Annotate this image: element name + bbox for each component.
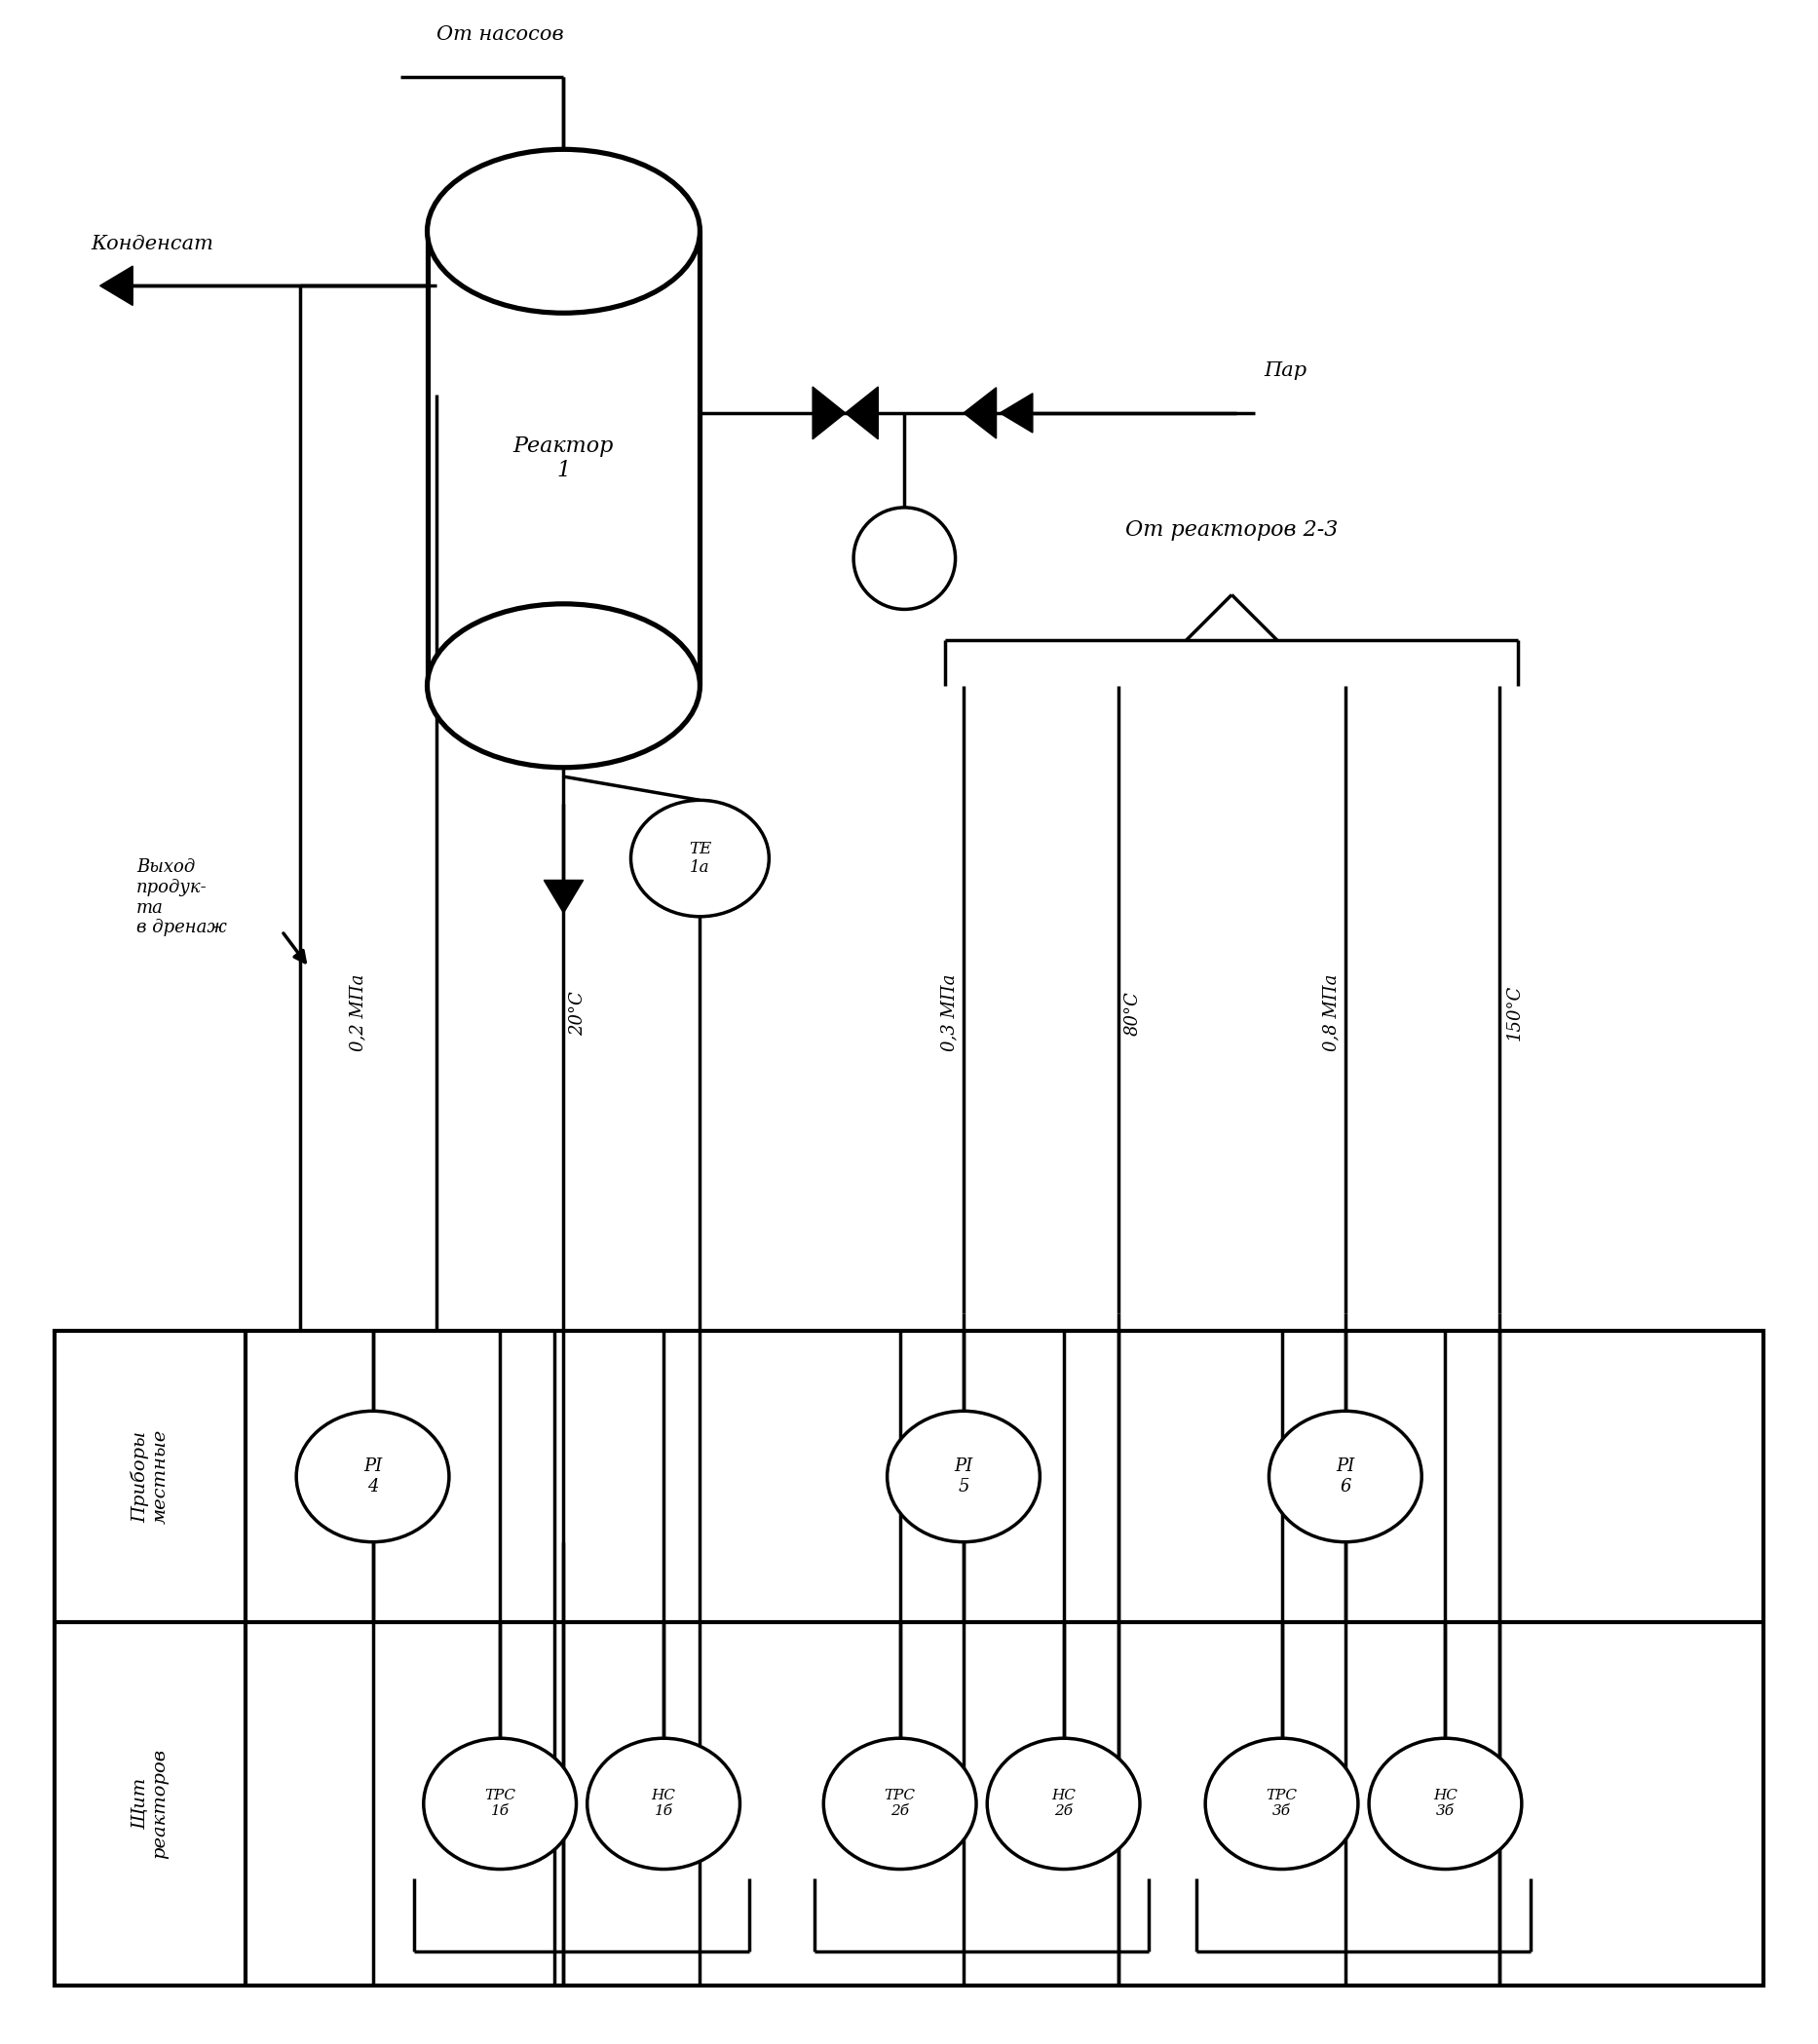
Polygon shape [845, 386, 878, 439]
Polygon shape [813, 386, 845, 439]
Text: 80°С: 80°С [1124, 991, 1142, 1034]
Text: ТРС
2б: ТРС 2б [884, 1788, 916, 1819]
Polygon shape [427, 231, 700, 685]
Text: ТРС
3б: ТРС 3б [1265, 1788, 1298, 1819]
Circle shape [854, 507, 956, 609]
Text: 0,3 МПа: 0,3 МПа [940, 975, 958, 1051]
Text: 20°С: 20°С [569, 991, 587, 1034]
Ellipse shape [427, 603, 700, 766]
Ellipse shape [1369, 1737, 1522, 1868]
Ellipse shape [427, 149, 700, 313]
Ellipse shape [424, 1737, 576, 1868]
Text: Выход
продук-
та
в дренаж: Выход продук- та в дренаж [136, 858, 227, 936]
Text: Щит
реакторов: Щит реакторов [131, 1748, 169, 1858]
Polygon shape [1000, 392, 1033, 433]
Text: Пар: Пар [1264, 362, 1307, 380]
Text: ТЕ
1а: ТЕ 1а [689, 840, 711, 877]
Text: Конденсат: Конденсат [91, 235, 213, 253]
Ellipse shape [887, 1410, 1040, 1541]
Text: PI
4: PI 4 [364, 1457, 382, 1496]
Text: 0,8 МПа: 0,8 МПа [1322, 975, 1340, 1051]
Text: НС
3б: НС 3б [1433, 1788, 1458, 1819]
Text: 150°С: 150°С [1505, 985, 1523, 1040]
Text: PI
5: PI 5 [954, 1457, 973, 1496]
Ellipse shape [1205, 1737, 1358, 1868]
Text: НС
2б: НС 2б [1051, 1788, 1076, 1819]
Text: 0,2 МПа: 0,2 МПа [349, 975, 367, 1051]
Text: Реактор
1: Реактор 1 [513, 435, 614, 482]
Bar [55, 1331, 1763, 1985]
Ellipse shape [1269, 1410, 1422, 1541]
Text: От насосов: От насосов [436, 25, 564, 43]
Polygon shape [100, 266, 133, 305]
Ellipse shape [296, 1410, 449, 1541]
Ellipse shape [824, 1737, 976, 1868]
Ellipse shape [631, 799, 769, 916]
Polygon shape [964, 388, 996, 437]
Polygon shape [544, 208, 584, 241]
Ellipse shape [987, 1737, 1140, 1868]
Text: PI
6: PI 6 [1336, 1457, 1354, 1496]
Ellipse shape [587, 1737, 740, 1868]
Text: Приборы
местные: Приборы местные [131, 1429, 169, 1525]
Text: НС
1б: НС 1б [651, 1788, 676, 1819]
Text: От реакторов 2-3: От реакторов 2-3 [1125, 519, 1338, 540]
Text: ТРС
1б: ТРС 1б [484, 1788, 516, 1819]
Polygon shape [544, 881, 584, 914]
